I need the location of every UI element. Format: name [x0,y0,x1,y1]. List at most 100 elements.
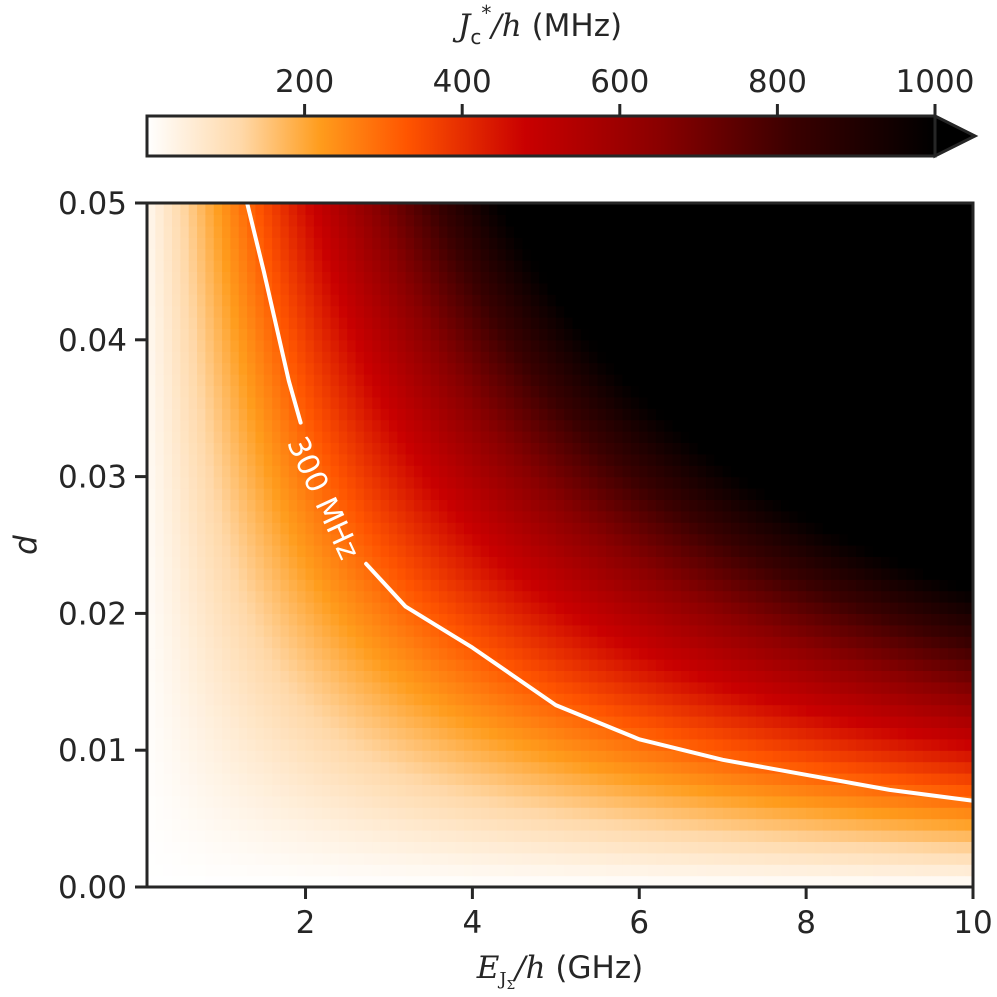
heatmap-cell [297,465,307,478]
heatmap-cell [238,271,248,284]
heatmap-cell [338,214,348,227]
heatmap-cell [580,522,590,535]
heatmap-cell [614,875,624,887]
heatmap-cell [772,499,782,512]
heatmap-cell [614,716,624,728]
heatmap-cell [572,750,582,763]
heatmap-cell [388,545,398,557]
heatmap-cell [580,374,590,386]
heatmap-cell [288,545,298,557]
heatmap-cell [172,339,181,352]
heatmap-cell [822,339,832,352]
heatmap-cell [689,465,699,478]
heatmap-cell [789,385,799,398]
heatmap-cell [614,533,624,546]
heatmap-cell [605,636,615,649]
heatmap-cell [764,681,774,694]
heatmap-cell [455,807,465,820]
heatmap-cell [539,396,549,409]
heatmap-cell [439,339,448,352]
heatmap-cell [547,750,557,763]
heatmap-cell [747,602,757,614]
heatmap-cell [455,727,465,740]
heatmap-cell [539,419,549,432]
heatmap-cell [472,545,482,557]
heatmap-cell [439,499,448,512]
heatmap-cell [197,271,206,284]
heatmap-cell [297,453,307,466]
heatmap-cell [655,681,665,694]
heatmap-cell [172,374,181,386]
heatmap-cell [439,693,448,706]
heatmap-cell [764,693,774,706]
heatmap-cell [697,408,707,421]
heatmap-cell [163,408,173,421]
heatmap-cell [664,545,674,557]
heatmap-cell [280,852,290,865]
heatmap-cell [330,225,340,238]
heatmap-cell [789,203,799,215]
heatmap-cell [330,795,340,808]
heatmap-cell [180,602,190,614]
heatmap-cell [822,602,832,614]
heatmap-cell [706,271,715,284]
heatmap-cell [789,510,799,523]
heatmap-cell [614,317,624,329]
heatmap-cell [155,328,165,341]
heatmap-cell [338,602,348,614]
heatmap-cell [363,203,373,215]
heatmap-cell [806,385,816,398]
heatmap-cell [797,442,807,455]
heatmap-cell [672,545,682,557]
heatmap-cell [539,282,549,295]
heatmap-cell [564,716,574,728]
heatmap-cell [597,761,607,774]
heatmap-cell [706,248,715,261]
heatmap-cell [238,590,248,603]
heatmap-cell [564,624,574,637]
heatmap-cell [547,841,557,854]
heatmap-cell [322,225,332,238]
heatmap-cell [822,738,832,751]
heatmap-cell [472,248,482,261]
heatmap-cell [455,693,465,706]
heatmap-cell [789,282,799,295]
heatmap-cell [322,465,332,478]
heatmap-cell [439,271,448,284]
heatmap-cell [405,385,415,398]
heatmap-cell [180,727,190,740]
heatmap-cell [647,693,657,706]
heatmap-cell [589,408,599,421]
heatmap-cell [680,488,690,500]
heatmap-cell [380,374,390,386]
heatmap-cell [822,579,832,592]
heatmap-cell [747,374,757,386]
heatmap-cell [480,271,490,284]
heatmap-cell [272,852,282,865]
heatmap-cell [689,590,699,603]
heatmap-cell [305,294,315,307]
heatmap-cell [764,328,774,341]
heatmap-cell [580,795,590,808]
heatmap-cell [639,488,649,500]
heatmap-cell [313,738,323,751]
heatmap-cell [689,750,699,763]
heatmap-cell [530,499,540,512]
heatmap-cell [539,761,549,774]
heatmap-cell [338,590,348,603]
heatmap-cell [497,442,507,455]
heatmap-cell [781,864,791,877]
heatmap-cell [539,567,549,580]
heatmap-cell [781,248,791,261]
heatmap-cell [480,693,490,706]
heatmap-cell [380,408,390,421]
heatmap-cell [188,339,198,352]
heatmap-cell [822,408,832,421]
heatmap-cell [764,488,774,500]
heatmap-cell [205,465,215,478]
heatmap-cell [272,704,282,717]
heatmap-cell [789,305,799,318]
heatmap-cell [372,773,382,785]
heatmap-cell [622,431,632,443]
heatmap-cell [589,795,599,808]
